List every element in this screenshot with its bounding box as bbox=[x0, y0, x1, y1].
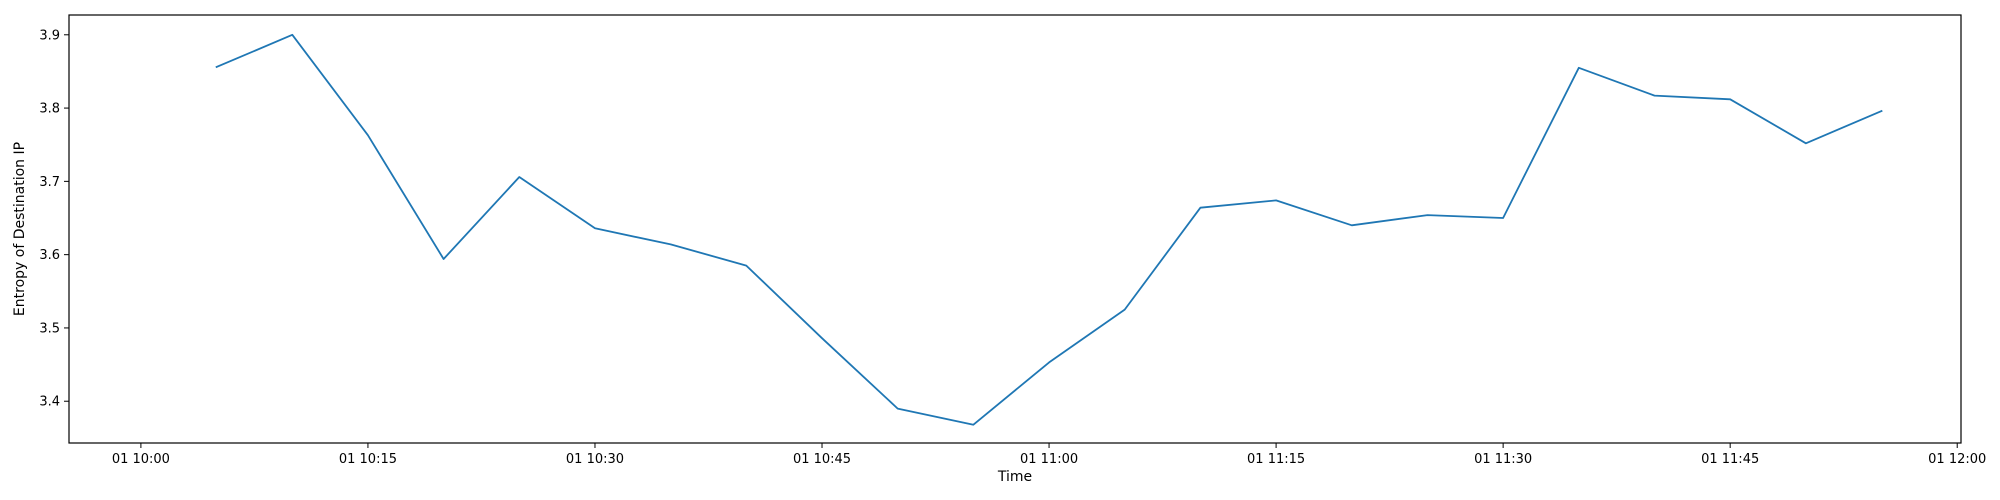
x-tick-label: 01 11:30 bbox=[1474, 452, 1532, 467]
series-layer bbox=[215, 33, 1883, 426]
x-tick-label: 01 11:00 bbox=[1020, 452, 1078, 467]
x-axis-label: Time bbox=[997, 469, 1032, 485]
x-tick-label: 01 11:15 bbox=[1247, 452, 1305, 467]
x-axis-ticks: 01 10:00 01 10:15 01 10:30 01 10:45 01 11:00… bbox=[112, 443, 1986, 467]
x-tick-label: 01 10:30 bbox=[566, 452, 624, 467]
y-tick-label: 3.5 bbox=[39, 321, 60, 336]
y-axis-label: Entropy of Destination IP bbox=[12, 142, 28, 316]
series-line bbox=[215, 33, 1883, 426]
x-tick-label: 01 11:45 bbox=[1701, 452, 1759, 467]
x-tick-label: 01 10:00 bbox=[112, 452, 170, 467]
y-tick-label: 3.9 bbox=[39, 28, 60, 43]
x-tick-label: 01 10:15 bbox=[339, 452, 397, 467]
y-axis-ticks: 3.4 3.5 3.6 3.7 3.8 3.9 bbox=[39, 28, 69, 410]
plot-area-frame bbox=[68, 14, 1962, 444]
y-tick-label: 3.4 bbox=[39, 395, 60, 410]
x-tick-label: 01 12:00 bbox=[1928, 452, 1986, 467]
y-tick-label: 3.8 bbox=[39, 102, 60, 117]
y-tick-label: 3.6 bbox=[39, 248, 60, 263]
y-tick-label: 3.7 bbox=[39, 175, 60, 190]
x-tick-label: 01 10:45 bbox=[793, 452, 851, 467]
